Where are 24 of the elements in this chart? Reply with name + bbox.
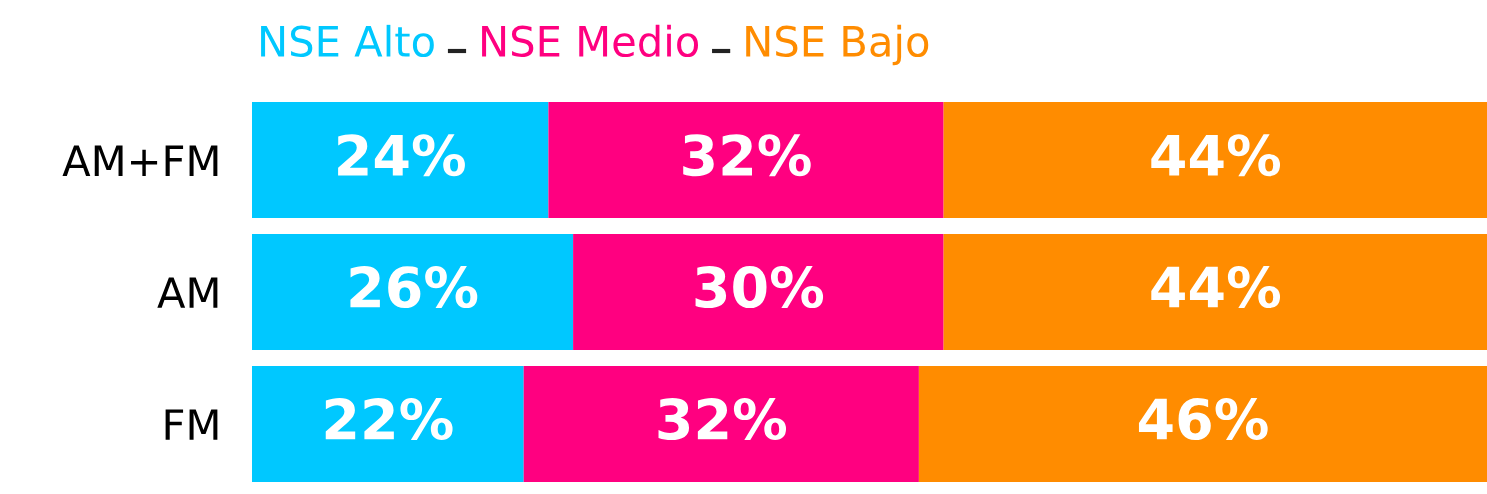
bar	[943, 233, 1487, 351]
bar	[548, 102, 944, 219]
data-label: 32%	[658, 398, 787, 441]
bar	[252, 102, 549, 219]
bar	[943, 102, 1487, 219]
bar	[573, 233, 944, 351]
y-tick-label: AM+FM	[62, 145, 218, 176]
data-label: 30%	[695, 266, 824, 309]
bar	[252, 233, 574, 351]
series-label: NSE Bajo	[746, 24, 929, 66]
y-tick-label: FM	[165, 409, 218, 440]
series-label: NSE Medio	[482, 24, 699, 58]
bar	[252, 365, 524, 482]
bar	[918, 365, 1487, 482]
data-label: 46%	[1138, 398, 1268, 441]
y-tick-label: AM	[157, 277, 218, 308]
data-label: 22%	[325, 398, 453, 441]
data-label: 44%	[1151, 134, 1281, 177]
data-label: 24%	[338, 134, 465, 177]
data-label: 26%	[350, 266, 478, 309]
bar	[523, 365, 919, 482]
data-label: 32%	[683, 134, 811, 177]
series-label: NSE Alto	[261, 24, 434, 58]
data-label: 44%	[1151, 266, 1281, 309]
